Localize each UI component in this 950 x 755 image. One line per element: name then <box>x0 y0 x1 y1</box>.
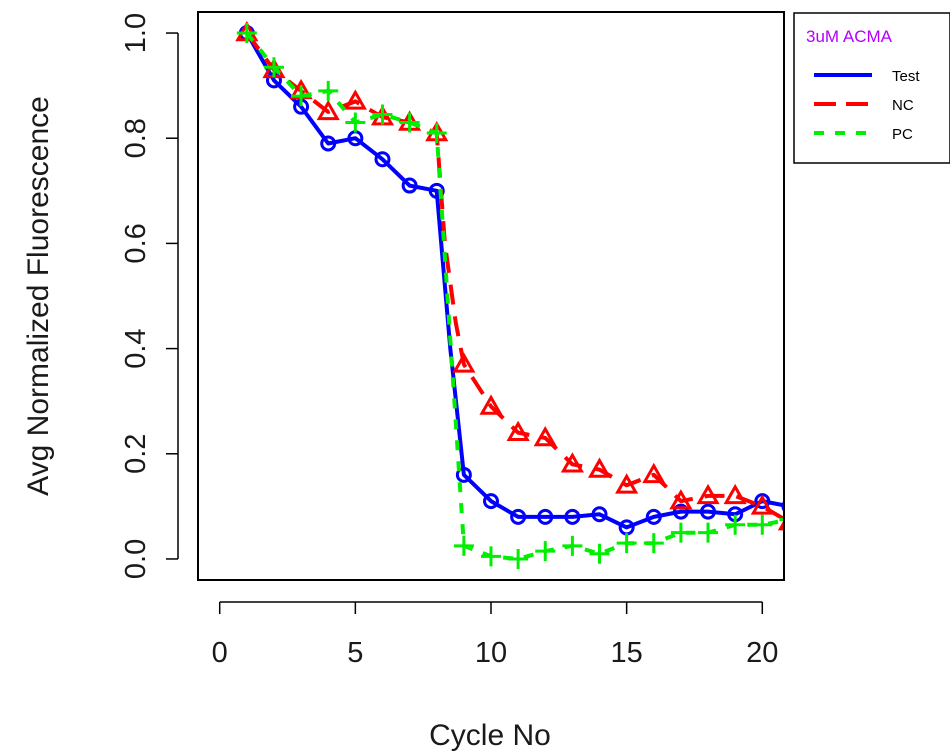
series-test <box>238 25 784 536</box>
data-point <box>642 462 666 484</box>
data-point <box>236 23 257 44</box>
data-point <box>537 508 554 525</box>
legend: 3uM ACMA Test NC PC <box>793 12 950 164</box>
data-point <box>263 57 284 78</box>
series-nc <box>235 21 784 531</box>
data-point <box>698 522 719 543</box>
data-point <box>672 503 689 520</box>
data-point <box>779 518 784 522</box>
x-axis: 0 5 10 15 20 <box>212 601 778 669</box>
data-point <box>291 86 312 107</box>
data-point <box>670 522 691 543</box>
data-point <box>750 494 774 515</box>
data-point <box>591 506 608 523</box>
data-point <box>700 503 717 520</box>
x-axis-title: Cycle No <box>429 719 551 752</box>
x-tick-label: 5 <box>347 637 363 669</box>
data-point <box>781 500 784 513</box>
data-point <box>645 508 662 525</box>
data-point <box>320 135 337 152</box>
legend-label: PC <box>892 126 913 143</box>
y-axis-title: Avg Normalized Fluorescence <box>22 96 55 496</box>
data-point <box>452 352 476 373</box>
data-point <box>426 122 447 143</box>
series-line <box>245 32 784 530</box>
data-point <box>345 112 366 133</box>
data-point <box>510 508 527 525</box>
series-pc <box>236 23 784 569</box>
data-point <box>372 104 393 125</box>
data-point <box>506 420 530 441</box>
y-tick-label: 0.4 <box>120 328 152 368</box>
data-point <box>481 546 501 567</box>
legend-title: 3uM ACMA <box>806 27 893 46</box>
data-point <box>616 533 637 554</box>
x-tick-label: 10 <box>475 637 507 669</box>
data-point <box>453 535 474 556</box>
legend-box <box>793 12 950 164</box>
data-point <box>589 543 610 564</box>
data-point <box>752 514 773 535</box>
data-point <box>318 80 339 101</box>
y-tick-label: 0.2 <box>120 434 152 474</box>
data-point <box>399 112 420 133</box>
data-point <box>374 151 391 168</box>
data-point <box>343 89 367 110</box>
data-point <box>401 177 418 194</box>
data-point <box>587 457 612 478</box>
data-point <box>560 452 584 473</box>
y-tick-label: 0.0 <box>120 539 152 579</box>
series-line <box>245 31 784 522</box>
y-axis: 0.0 0.2 0.4 0.6 0.8 1.0 <box>120 13 179 579</box>
data-point <box>508 548 529 569</box>
data-point <box>316 99 340 121</box>
data-point <box>725 514 746 535</box>
data-point <box>562 535 583 556</box>
legend-label: NC <box>892 97 914 114</box>
y-tick-label: 0.6 <box>120 223 152 263</box>
data-point <box>615 473 639 494</box>
y-tick-label: 1.0 <box>120 13 152 53</box>
plot-frame <box>197 11 785 581</box>
data-point <box>535 541 556 562</box>
data-point <box>479 394 503 415</box>
data-point <box>428 182 445 199</box>
data-point <box>643 533 664 554</box>
x-tick-label: 15 <box>611 637 643 669</box>
data-point <box>669 489 693 510</box>
legend-label: Test <box>892 68 920 85</box>
x-tick-label: 0 <box>212 637 228 669</box>
data-point <box>696 483 720 505</box>
legend-entries: Test NC PC <box>814 68 920 143</box>
data-point <box>455 466 472 483</box>
x-tick-label: 20 <box>746 637 778 669</box>
data-point <box>483 493 499 510</box>
series-layer <box>235 21 784 569</box>
data-point <box>564 508 581 525</box>
data-point <box>533 425 557 447</box>
data-point <box>723 483 747 505</box>
y-tick-label: 0.8 <box>120 118 152 158</box>
